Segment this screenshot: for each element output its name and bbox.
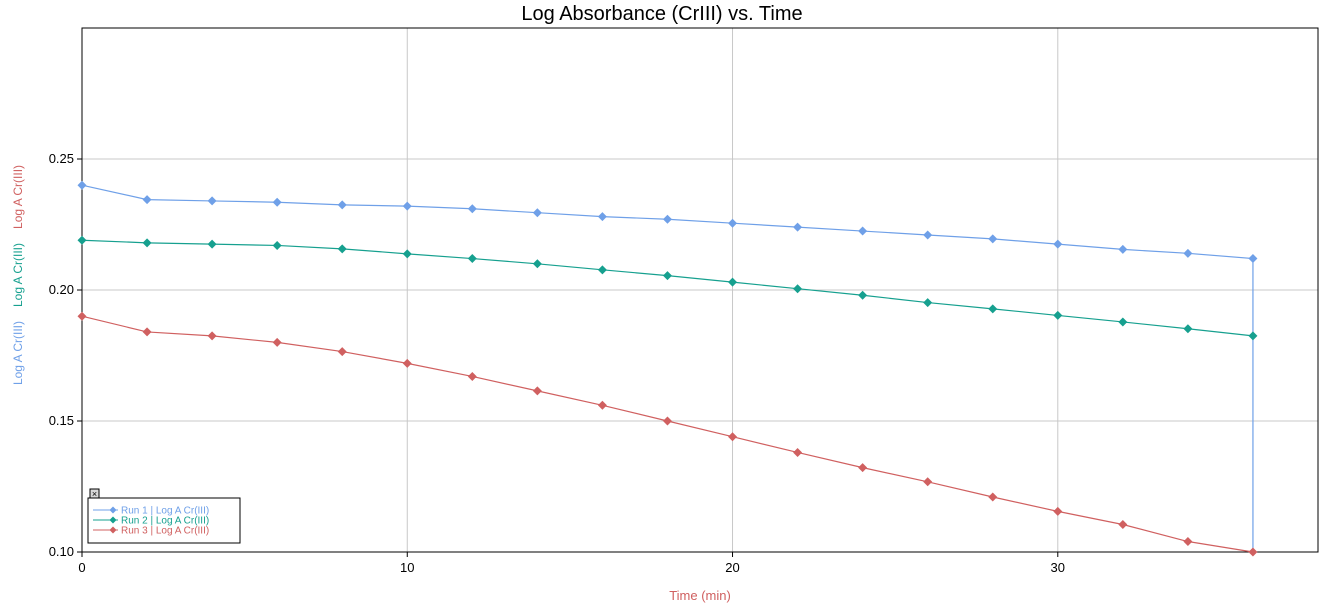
data-point [532, 259, 542, 269]
data-point [272, 197, 282, 207]
data-point [337, 244, 347, 254]
series-3 [77, 311, 1258, 557]
x-axis-label: Time (min) [669, 588, 731, 603]
data-point [1118, 519, 1128, 529]
legend-close-button[interactable] [89, 488, 100, 499]
data-point [142, 327, 152, 337]
chart-title: Log Absorbance (CrIII) vs. Time [521, 3, 802, 25]
data-point [1118, 244, 1128, 254]
grid [82, 28, 1318, 552]
y-tick-label: 0.25 [49, 151, 74, 166]
data-point [923, 298, 933, 308]
data-point [337, 200, 347, 210]
legend-swatch-marker [109, 506, 117, 514]
x-axis: 0 10 20 30 [78, 552, 1065, 575]
data-point [597, 212, 607, 222]
data-point [858, 463, 868, 473]
data-point [728, 432, 738, 442]
data-point [142, 195, 152, 205]
data-point [597, 400, 607, 410]
data-point [662, 271, 672, 281]
data-point [793, 284, 803, 294]
series-layer [77, 180, 1258, 557]
data-point [793, 222, 803, 232]
data-point [1183, 324, 1193, 334]
series-line [81, 315, 1254, 553]
y-axis: 0.10 0.15 0.20 0.25 [49, 151, 82, 559]
data-point [1118, 317, 1128, 327]
y-tick-label: 0.15 [49, 413, 74, 428]
data-point [858, 290, 868, 300]
legend-items: Run 1 | Log A Cr(III)Run 2 | Log A Cr(II… [93, 506, 209, 537]
data-point [728, 218, 738, 228]
data-point [402, 358, 412, 368]
data-point [1183, 537, 1193, 547]
data-point [467, 254, 477, 264]
data-point [988, 234, 998, 244]
data-point [858, 226, 868, 236]
legend-label: Run 3 | Log A Cr(III) [121, 526, 209, 537]
data-point [272, 240, 282, 250]
legend-item: Run 2 | Log A Cr(III) [93, 516, 209, 527]
data-point [467, 204, 477, 214]
data-point [402, 249, 412, 259]
data-point [793, 447, 803, 457]
series-line [81, 239, 1254, 337]
data-point [1248, 254, 1258, 264]
legend-item: Run 3 | Log A Cr(III) [93, 526, 209, 537]
x-tick-label: 10 [400, 560, 414, 575]
legend: × Run 1 | Log A Cr(III)Run 2 | Log A Cr(… [87, 488, 241, 544]
y-axis-label-part: Log A Cr(III) [11, 321, 25, 385]
data-point [77, 235, 87, 245]
y-tick-label: 0.20 [49, 282, 74, 297]
data-point [1183, 248, 1193, 258]
data-point [1053, 239, 1063, 249]
x-tick-label: 20 [725, 560, 739, 575]
data-point [207, 331, 217, 341]
data-point [988, 492, 998, 502]
series-1 [77, 180, 1258, 552]
data-point [402, 201, 412, 211]
legend-close-icon: × [92, 489, 97, 499]
x-tick-label: 0 [78, 560, 85, 575]
data-point [923, 230, 933, 240]
legend-swatch-marker [109, 516, 117, 524]
data-point [207, 239, 217, 249]
legend-label: Run 2 | Log A Cr(III) [121, 516, 209, 527]
y-tick-label: 0.10 [49, 544, 74, 559]
data-point [728, 277, 738, 287]
legend-label: Run 1 | Log A Cr(III) [121, 506, 209, 517]
data-point [77, 311, 87, 321]
data-point [1053, 310, 1063, 320]
series-2 [77, 235, 1258, 341]
data-point [207, 196, 217, 206]
y-axis-labels: Log A Cr(III) Log A Cr(III) Log A Cr(III) [11, 165, 25, 385]
data-point [662, 214, 672, 224]
data-point [532, 386, 542, 396]
data-point [988, 304, 998, 314]
data-point [1248, 331, 1258, 341]
series-line [81, 184, 1254, 552]
data-point [1248, 547, 1258, 557]
data-point [142, 238, 152, 248]
legend-item: Run 1 | Log A Cr(III) [93, 506, 209, 517]
data-point [337, 347, 347, 357]
data-point [467, 371, 477, 381]
y-axis-label: Log A Cr(III) Log A Cr(III) Log A Cr(III) [11, 165, 25, 385]
x-tick-label: 30 [1051, 560, 1065, 575]
legend-swatch-marker [109, 526, 117, 534]
data-point [77, 180, 87, 190]
data-point [662, 416, 672, 426]
y-axis-label-part: Log A Cr(III) [11, 243, 25, 307]
data-point [923, 477, 933, 487]
data-point [272, 337, 282, 347]
data-point [597, 265, 607, 275]
y-axis-label-part: Log A Cr(III) [11, 165, 25, 229]
data-point [532, 208, 542, 218]
data-point [1053, 506, 1063, 516]
